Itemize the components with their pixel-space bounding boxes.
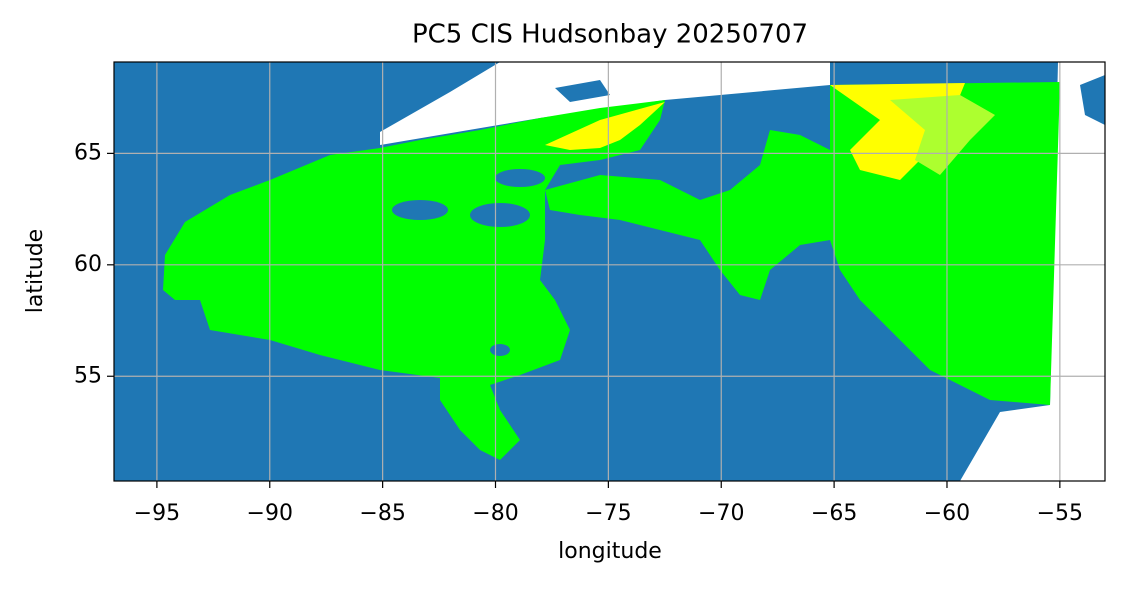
island [555,80,610,102]
x-tick-label: −60 [924,501,970,526]
axes: −95 −90 −85 −80 −75 −70 −65 −60 −55 55 60 65 [74,62,1105,526]
island [490,344,510,356]
island [470,203,530,227]
y-tick-label: 65 [74,140,102,165]
open-water [380,62,830,145]
y-tick-label: 60 [74,252,102,277]
y-tick-label: 55 [74,363,102,388]
map-layers [114,62,1105,481]
y-axis-label: latitude [23,229,48,313]
x-tick-label: −75 [585,501,631,526]
x-tick-label: −55 [1037,501,1083,526]
chart-title: PC5 CIS Hudsonbay 20250707 [412,20,808,50]
x-tick-label: −95 [134,501,180,526]
plot-frame [113,61,1106,482]
x-tick-label: −90 [247,501,293,526]
island [495,169,545,187]
x-tick-label: −65 [811,501,857,526]
x-axis-label: longitude [558,539,662,564]
ice-region [890,95,995,175]
ice-region [163,100,665,460]
x-tick-label: −70 [698,501,744,526]
island [392,200,448,220]
x-tick-label: −80 [472,501,518,526]
x-tick-label: −85 [359,501,405,526]
ice-region [545,102,665,150]
island [1080,75,1105,125]
